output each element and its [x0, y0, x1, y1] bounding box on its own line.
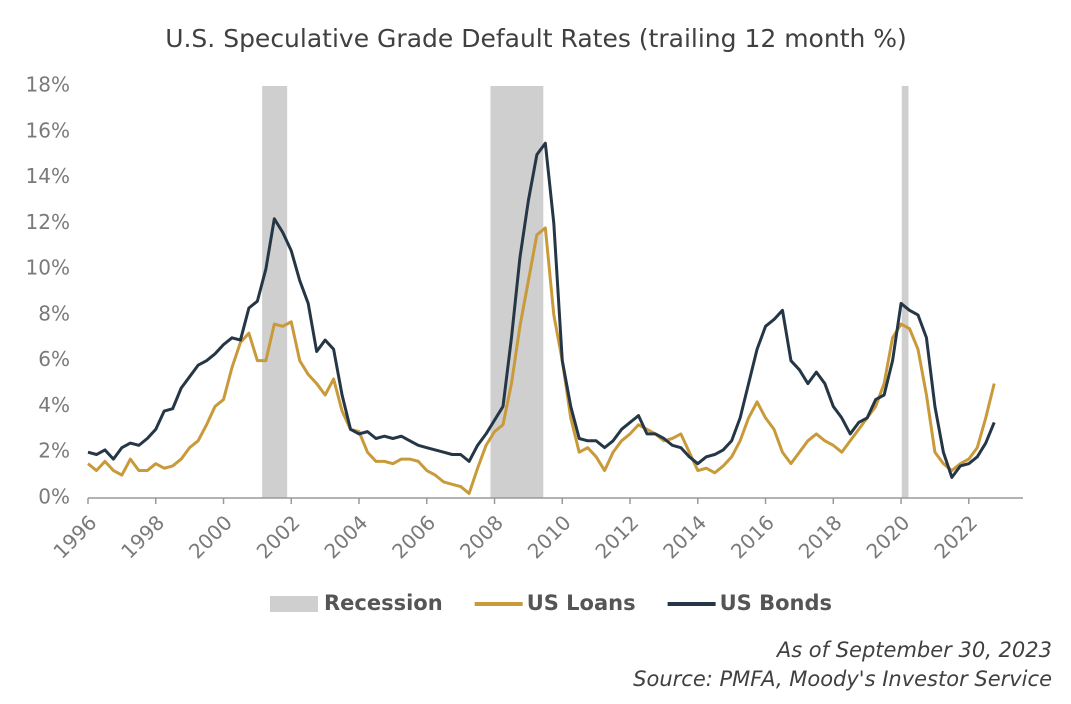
x-tick-label: 2002	[252, 510, 305, 563]
x-tick-label: 2020	[862, 510, 915, 563]
legend-label: US Bonds	[720, 591, 832, 615]
x-tick-label: 2004	[319, 510, 372, 563]
series-line	[87, 141, 996, 479]
y-tick-label: 18%	[26, 73, 70, 97]
x-tick-label: 2016	[726, 510, 779, 563]
legend-label: US Loans	[527, 591, 636, 615]
recession-band	[262, 86, 288, 498]
series-line	[87, 226, 996, 495]
note: Source: PMFA, Moody's Investor Service	[633, 667, 1052, 691]
legend-swatch	[270, 596, 318, 612]
x-tick-label: 2006	[387, 510, 440, 563]
y-tick-label: 16%	[26, 118, 70, 142]
y-tick-label: 2%	[38, 439, 70, 463]
x-tick-label: 1998	[116, 510, 169, 563]
legend: Recession US Loans US Bonds	[270, 591, 832, 615]
x-tick-label: 2000	[184, 510, 237, 563]
x-tick-label: 2014	[658, 510, 711, 563]
y-tick-label: 12%	[26, 210, 70, 234]
y-tick-label: 4%	[38, 393, 70, 417]
x-tick-label: 2008	[455, 510, 508, 563]
chart-title: U.S. Speculative Grade Default Rates (tr…	[165, 24, 907, 53]
y-tick-label: 10%	[26, 256, 70, 280]
x-tick-label: 2012	[590, 510, 643, 563]
x-tick-label: 2018	[794, 510, 847, 563]
note: As of September 30, 2023	[775, 638, 1052, 662]
y-tick-label: 0%	[38, 485, 70, 509]
x-tick-label: 2022	[929, 510, 982, 563]
x-tick-label: 2010	[523, 510, 576, 563]
y-tick-label: 6%	[38, 347, 70, 371]
recession-band	[901, 86, 909, 498]
y-tick-label: 14%	[26, 164, 70, 188]
legend-label: Recession	[324, 591, 443, 615]
y-tick-label: 8%	[38, 301, 70, 325]
x-tick-label: 1996	[48, 510, 101, 563]
